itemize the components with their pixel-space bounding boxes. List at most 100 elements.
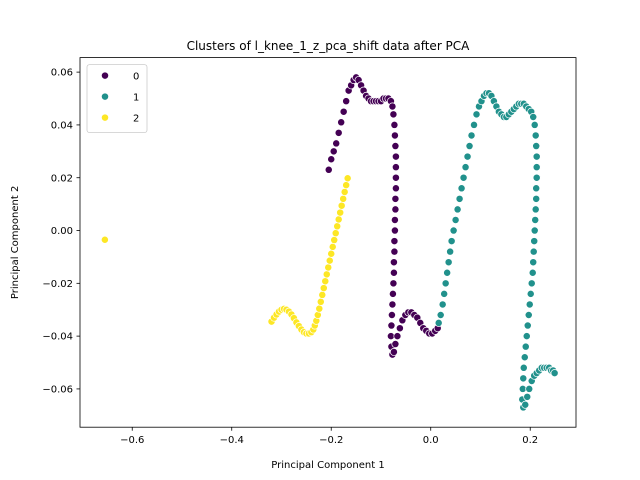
data-point-series-0 — [391, 163, 400, 172]
data-point-series-2 — [333, 222, 342, 231]
data-point-series-1 — [531, 216, 540, 224]
data-point-series-0 — [391, 205, 400, 214]
x-tick-label: 0.2 — [522, 435, 538, 446]
data-point-series-1 — [438, 300, 447, 309]
data-point-series-0 — [390, 247, 399, 256]
data-point-series-1 — [530, 120, 539, 129]
data-point-series-1 — [459, 173, 468, 182]
legend-marker-1 — [101, 92, 109, 101]
data-point-series-0 — [387, 311, 396, 319]
chart-title: Clusters of l_knee_1_z_pca_shift data af… — [187, 39, 471, 53]
data-point-series-2 — [328, 242, 337, 251]
data-point-series-1 — [436, 311, 445, 319]
data-point-series-2 — [336, 208, 345, 217]
data-point-series-0 — [327, 155, 336, 164]
data-point-series-1 — [434, 318, 443, 327]
data-point-series-0 — [393, 332, 402, 341]
data-point-series-1 — [441, 279, 450, 288]
data-point-series-1 — [526, 289, 535, 298]
data-point-series-1 — [532, 163, 541, 172]
data-point-series-1 — [531, 131, 540, 140]
data-point-series-0 — [389, 279, 398, 288]
data-point-series-2 — [319, 284, 328, 293]
y-tick-label: 0.00 — [51, 226, 73, 237]
data-point-series-0 — [334, 128, 343, 137]
data-point-series-0 — [389, 348, 398, 356]
data-point-series-0 — [342, 97, 351, 106]
data-point-series-0 — [391, 152, 400, 161]
data-point-series-1 — [446, 247, 455, 256]
legend-label-0: 0 — [133, 71, 139, 82]
data-point-series-0 — [388, 102, 397, 111]
data-point-series-1 — [532, 184, 541, 193]
data-point-series-0 — [329, 147, 338, 156]
data-point-series-1 — [532, 152, 541, 161]
data-point-series-1 — [444, 258, 453, 267]
data-point-series-2 — [330, 236, 339, 244]
data-point-series-0 — [391, 142, 400, 150]
x-tick-label: −0.2 — [319, 435, 343, 446]
data-point-series-0 — [389, 258, 398, 267]
data-point-series-0 — [390, 120, 399, 129]
data-point-series-1 — [453, 205, 462, 214]
data-point-series-2 — [340, 188, 349, 196]
data-point-series-1 — [470, 120, 478, 129]
data-point-series-2 — [339, 194, 348, 203]
y-tick-label: 0.02 — [51, 173, 73, 184]
data-point-series-2 — [343, 174, 352, 183]
y-tick-label: 0.04 — [51, 121, 73, 132]
x-axis-label: Principal Component 1 — [271, 460, 384, 471]
data-point-series-0 — [388, 289, 397, 298]
data-point-series-1 — [529, 113, 538, 121]
data-point-series-1 — [521, 342, 530, 351]
x-tick-label: −0.4 — [220, 435, 244, 446]
data-point-series-2 — [316, 297, 325, 306]
data-point-series-0 — [387, 321, 396, 330]
data-point-series-1 — [529, 247, 538, 256]
data-point-series-2 — [331, 229, 340, 238]
data-point-series-1 — [531, 205, 540, 214]
data-point-series-2 — [321, 277, 330, 286]
data-point-series-2 — [327, 249, 336, 258]
data-point-series-1 — [523, 392, 532, 401]
data-point-series-1 — [525, 300, 534, 309]
data-point-series-2 — [342, 181, 351, 190]
data-point-series-0 — [391, 184, 400, 193]
data-point-series-1 — [472, 110, 481, 119]
data-point-series-1 — [451, 216, 460, 224]
data-point-series-1 — [467, 131, 476, 140]
x-axis: −0.6 −0.4 −0.2 0.0 0.2 — [120, 427, 538, 446]
data-point-series-1 — [461, 163, 470, 172]
legend-marker-0 — [101, 71, 109, 80]
data-point-series-2 — [325, 256, 334, 265]
data-point-series-1 — [532, 194, 541, 203]
y-tick-label: −0.02 — [42, 279, 73, 290]
data-point-series-0 — [324, 165, 333, 174]
data-point-series-1 — [529, 258, 538, 267]
data-point-series-1 — [532, 173, 541, 182]
data-point-series-1 — [520, 353, 529, 362]
data-point-series-1 — [447, 237, 456, 246]
data-point-series-1 — [523, 321, 532, 330]
plot-frame — [79, 57, 577, 428]
legend-label-2: 2 — [133, 113, 139, 124]
data-point-series-0 — [388, 300, 397, 309]
legend: 0 1 2 — [86, 64, 148, 133]
data-point-series-1 — [449, 226, 458, 235]
data-point-series-2 — [337, 201, 346, 210]
data-point-series-2 — [324, 263, 333, 272]
data-point-series-1 — [530, 237, 539, 246]
data-point-series-2 — [334, 215, 343, 224]
data-point-series-2 — [322, 270, 331, 279]
legend-marker-2 — [101, 113, 109, 122]
data-point-series-1 — [440, 289, 449, 298]
data-point-series-1 — [532, 142, 541, 150]
y-tick-label: −0.06 — [42, 385, 73, 396]
data-point-series-1 — [528, 268, 537, 277]
data-point-series-1 — [443, 268, 452, 277]
data-point-series-2 — [315, 304, 324, 313]
y-tick-label: 0.06 — [51, 68, 73, 79]
data-point-series-2 — [318, 290, 327, 299]
data-point-series-0 — [389, 110, 398, 119]
data-point-series-0 — [390, 226, 399, 235]
